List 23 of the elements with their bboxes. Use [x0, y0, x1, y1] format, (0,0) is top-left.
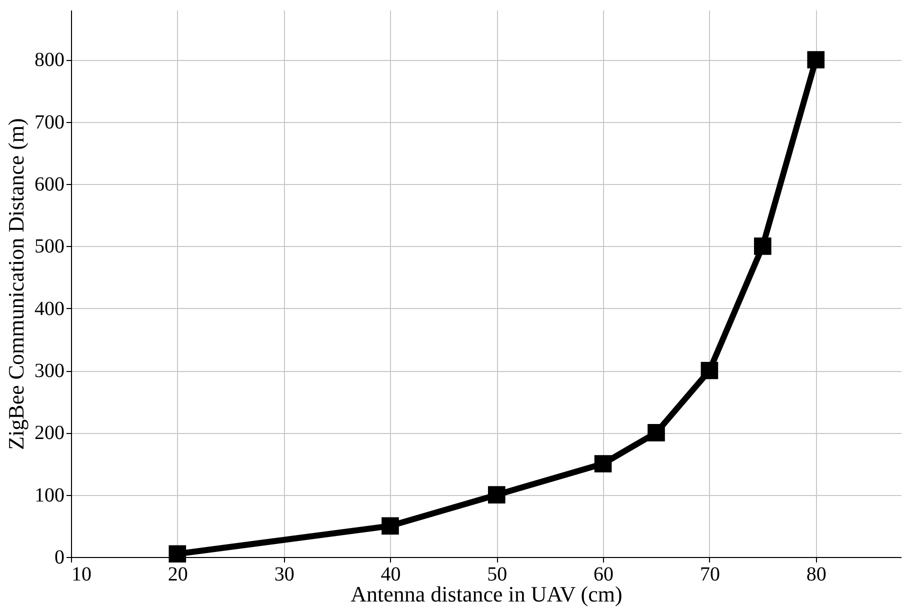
y-axis-title: ZigBee Communication Distance (m): [4, 118, 28, 450]
y-tick-label: 300: [34, 360, 64, 382]
x-tick-label: 20: [168, 564, 188, 586]
point: [807, 51, 825, 68]
x-tick-label: 80: [806, 564, 826, 586]
y-tick-label: 600: [34, 174, 64, 196]
point: [700, 362, 718, 380]
point: [754, 238, 772, 255]
point: [594, 455, 612, 472]
y-tick-label: 0: [54, 546, 64, 568]
x-tick-label: 30: [274, 564, 294, 586]
y-tick-label: 800: [34, 49, 64, 72]
point: [488, 486, 506, 504]
x-tick-label: 10: [72, 564, 92, 586]
y-tick-label: 700: [34, 111, 64, 134]
y-tick-label: 500: [34, 236, 64, 258]
y-tick-label: 200: [34, 422, 64, 444]
y-tick-label: 100: [34, 484, 64, 506]
point: [648, 424, 665, 442]
x-tick-label: 70: [700, 564, 720, 586]
point: [382, 517, 399, 535]
point: [168, 545, 186, 563]
y-tick-label: 400: [34, 298, 64, 320]
